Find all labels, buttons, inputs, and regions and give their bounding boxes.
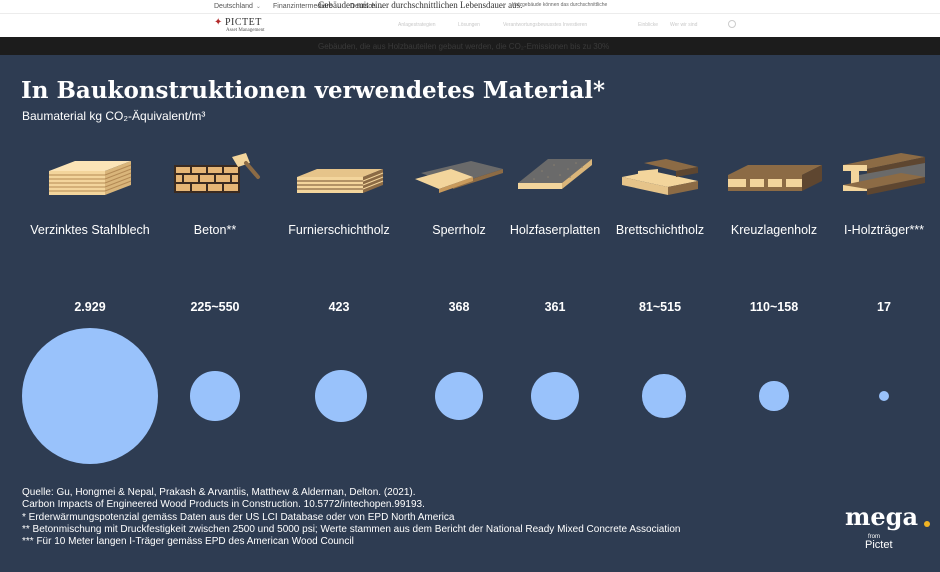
logo-subtitle: Asset Management — [226, 28, 265, 33]
brick-trowel-icon — [174, 153, 260, 193]
bubble-3 — [315, 370, 367, 422]
steel-sheet-stack-icon — [49, 161, 132, 195]
plywood-icon — [415, 161, 503, 193]
material-value-label: 2.929 — [74, 300, 106, 314]
region-label: Deutschland — [214, 3, 253, 10]
language-selector[interactable]: Deutsch ⌄ — [350, 3, 384, 10]
bubble-8 — [878, 390, 890, 402]
chevron-down-icon: ⌄ — [255, 4, 261, 10]
material-name: Beton** — [193, 223, 237, 237]
material-value-label: 423 — [328, 300, 350, 314]
bubble-7 — [759, 381, 789, 411]
material-column-i-joist: I-Holzträger*** 17 — [824, 55, 940, 475]
banner-text: Gebäuden, die aus Holzbauteilen gebaut w… — [318, 42, 610, 51]
material-column-fiberboard: Holzfaserplatten 361 — [495, 55, 615, 475]
nav-item-insights[interactable]: Einblicke — [638, 22, 659, 28]
chevron-down-icon: ⌄ — [335, 4, 341, 10]
site-navigation: ✦ PICTET Asset Management Anlagestrategi… — [0, 14, 940, 37]
clt-panel-icon — [728, 165, 822, 191]
veneer-stack-icon — [297, 169, 384, 193]
source-line: Quelle: Gu, Hongmei & Nepal, Prakash & A… — [22, 487, 416, 498]
material-value-label: 110~158 — [749, 300, 799, 314]
mega-from-pictet-logo: mega from Pictet — [843, 502, 933, 552]
nav-item-about[interactable]: Wer wir sind — [670, 22, 698, 28]
chevron-down-icon: ⌄ — [378, 4, 384, 10]
audience-label: Finanzintermediäre — [273, 3, 333, 10]
footnote-line: * Erderwärmungspotenzial gemäss Daten au… — [22, 511, 455, 523]
language-label: Deutsch — [350, 3, 376, 10]
material-name: Kreuzlagenholz — [730, 223, 818, 237]
material-name: Furnierschichtholz — [288, 223, 390, 237]
material-name: Holzfaserplatten — [509, 223, 601, 237]
nav-item-responsible[interactable]: Verantwortungsbewusstes Investieren — [503, 22, 588, 28]
bubble-2 — [190, 371, 240, 421]
brand-dot — [924, 521, 930, 527]
footnote-line: *** Für 10 Meter langen I-Träger gemäss … — [22, 536, 354, 548]
bubble-5 — [531, 372, 579, 420]
search-icon[interactable] — [728, 20, 736, 28]
audience-selector[interactable]: Finanzintermediäre ⌄ — [273, 3, 341, 10]
i-joist-icon — [843, 153, 925, 195]
brand-mega: mega — [845, 502, 918, 531]
overlay-article-text: Gebäuden mit einer durchschnittlichen Le… — [318, 0, 523, 10]
overlay-small-text: Holzgebäude können das durchschnittliche — [512, 2, 608, 8]
material-column-steel: Verzinktes Stahlblech 2.929 — [30, 55, 150, 475]
bubble-6 — [642, 374, 686, 418]
logo-name: PICTET — [225, 17, 262, 28]
infographic-title: In Baukonstruktionen verwendetes Materia… — [21, 77, 606, 104]
footnote-line: ** Betonmischung mit Druckfestigkeit zwi… — [22, 523, 681, 535]
material-column-clt: Kreuzlagenholz 110~158 — [714, 55, 834, 475]
pictet-emblem-icon: ✦ — [214, 17, 223, 28]
glulam-icon — [622, 159, 698, 195]
material-name: Verzinktes Stahlblech — [30, 223, 150, 237]
material-name: Brettschichtholz — [615, 223, 705, 237]
source-notes: Quelle: Gu, Hongmei & Nepal, Prakash & A… — [22, 487, 680, 548]
co2-infographic: In Baukonstruktionen verwendetes Materia… — [0, 55, 940, 572]
source-line: Carbon Impacts of Engineered Wood Produc… — [22, 499, 425, 511]
bubble-1 — [22, 328, 158, 464]
material-name: I-Holzträger*** — [844, 223, 924, 237]
material-value-label: 368 — [448, 300, 470, 314]
material-value-label: 225~550 — [190, 300, 240, 314]
material-value-label: 361 — [544, 300, 566, 314]
nav-item-strategies[interactable]: Anlagestrategien — [398, 22, 436, 28]
material-column-plywood: Sperrholz 368 — [399, 55, 519, 475]
material-column-lvl: Furnierschichtholz 423 — [279, 55, 399, 475]
material-column-concrete: Beton** 225~550 — [155, 55, 275, 475]
material-column-glulam: Brettschichtholz 81~515 — [600, 55, 720, 475]
brand-from: from — [868, 534, 880, 540]
material-value-label: 81~515 — [638, 300, 682, 314]
pictet-logo[interactable]: ✦ PICTET Asset Management — [214, 17, 284, 35]
article-banner: Gebäuden, die aus Holzbauteilen gebaut w… — [0, 37, 940, 55]
bubble-4 — [434, 371, 484, 421]
brand-company: Pictet — [865, 539, 893, 551]
material-value-label: 17 — [877, 300, 891, 314]
fiberboard-icon — [518, 159, 592, 189]
site-topbar: Deutschland ⌄ Finanzintermediäre ⌄ Deutsch… — [0, 0, 940, 14]
infographic-subtitle: Baumaterial kg CO₂-Äquivalent/m³ — [22, 109, 206, 123]
material-name: Sperrholz — [432, 223, 486, 237]
nav-item-solutions[interactable]: Lösungen — [458, 22, 480, 28]
region-selector[interactable]: Deutschland ⌄ — [214, 3, 261, 10]
